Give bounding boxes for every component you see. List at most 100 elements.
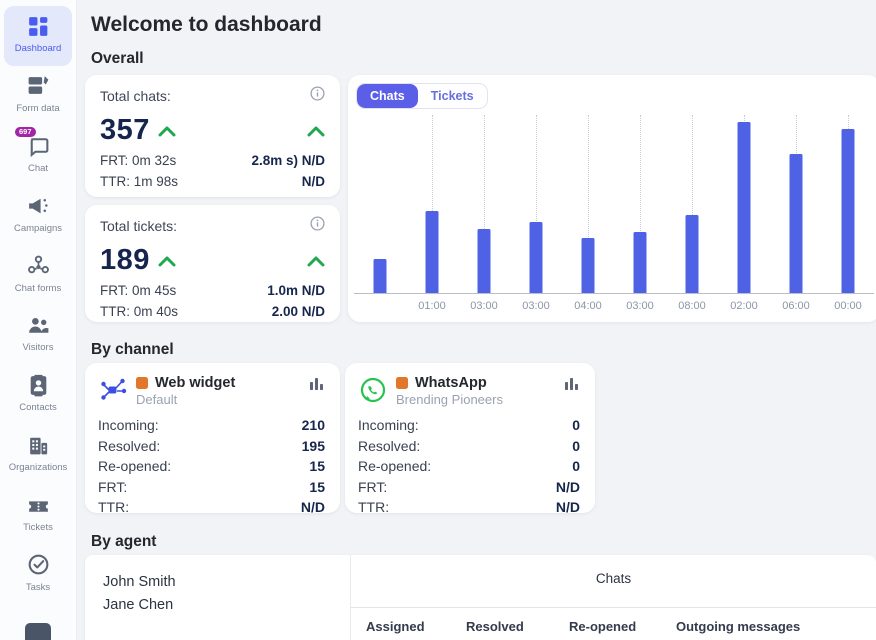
- column-header-outgoing-messages: Outgoing messages: [676, 619, 801, 634]
- stat-value: 195: [301, 437, 325, 454]
- sidebar-item-label: Tickets: [23, 522, 53, 533]
- bar-column: [614, 115, 666, 293]
- sidebar-item-chat-forms[interactable]: Chat forms: [4, 246, 72, 306]
- chart-bar: [425, 211, 439, 293]
- channel-name: Web widget: [155, 375, 236, 391]
- bar-column: [562, 115, 614, 293]
- stat-label: TTR:: [358, 499, 390, 515]
- stat-value: 0: [572, 458, 580, 474]
- stat-value: 0: [572, 437, 580, 454]
- stat-value: 15: [309, 458, 325, 474]
- channel-stat-row: FRT: N/D: [358, 477, 580, 498]
- stat-label: Re-opened:: [358, 458, 432, 474]
- x-tick-label: 00:00: [834, 300, 862, 312]
- stat-label: Resolved:: [98, 437, 161, 454]
- stat-value: 15: [309, 478, 325, 495]
- chart-bar: [581, 237, 595, 293]
- gridline: [484, 115, 485, 293]
- agent-column-headers: Assigned Resolved Re-opened Outgoing messag…: [351, 607, 876, 634]
- column-header-resolved: Resolved: [466, 619, 524, 634]
- frt-value: 1.0m N/D: [267, 283, 325, 298]
- bar-column: [406, 115, 458, 293]
- overall-heading: Overall: [91, 50, 144, 67]
- frt-value: 2.8m s) N/D: [251, 153, 325, 168]
- sidebar-item-label: Dashboard: [14, 43, 62, 54]
- stat-label: Incoming:: [358, 417, 419, 433]
- bar-chart-icon[interactable]: [563, 375, 580, 397]
- sidebar-item-tasks[interactable]: Tasks: [4, 545, 72, 605]
- trend-up-icon: [307, 255, 325, 267]
- by-agent-heading: By agent: [91, 533, 157, 550]
- tab-tickets[interactable]: Tickets: [418, 84, 487, 108]
- chat-badge: 697: [15, 126, 36, 138]
- sidebar-item-form-data[interactable]: Form data: [4, 66, 72, 126]
- frt-label: FRT: 0m 45s: [100, 283, 177, 298]
- total-chats-value: 357: [100, 114, 150, 146]
- bar-column: [666, 115, 718, 293]
- sidebar-item-chat[interactable]: 697 Chat: [4, 126, 72, 186]
- ttr-value: N/D: [301, 174, 325, 189]
- sidebar-item-label: Contacts: [19, 402, 57, 414]
- sidebar-item-partial-icon[interactable]: [25, 622, 51, 640]
- channel-card-whatsapp: WhatsApp Brending Pioneers Incoming: 0 Re…: [345, 363, 595, 515]
- x-tick-label: 03:00: [522, 300, 550, 312]
- stat-label: FRT:: [98, 478, 128, 495]
- chart-toggle-group: Chats Tickets: [356, 83, 488, 109]
- sidebar-item-contacts[interactable]: Contacts: [4, 365, 72, 425]
- sidebar-item-dashboard[interactable]: Dashboard: [4, 6, 72, 66]
- tickets-icon: [25, 492, 51, 518]
- stat-value: 210: [301, 417, 325, 433]
- sidebar-item-tickets[interactable]: Tickets: [4, 485, 72, 545]
- channel-card-web-widget: Web widget Default Incoming: 210 Resolved…: [85, 363, 340, 515]
- column-header-assigned: Assigned: [366, 619, 425, 634]
- sidebar-item-visitors[interactable]: Visitors: [4, 305, 72, 365]
- channel-subtitle: Brending Pioneers: [396, 392, 503, 407]
- stat-value: N/D: [555, 499, 580, 515]
- bar-chart-icon[interactable]: [308, 375, 325, 397]
- bar-column: [458, 115, 510, 293]
- ttr-label: TTR: 0m 40s: [100, 304, 179, 319]
- channel-stat-row: Re-opened: 0: [358, 456, 580, 477]
- x-tick-label: 01:00: [418, 300, 446, 312]
- channel-stat-row: Resolved: 0: [358, 436, 580, 457]
- stat-label: Incoming:: [98, 417, 159, 433]
- total-tickets-card: Total tickets: 189 FRT: 0m 45s 1.0m N/D T…: [85, 205, 340, 322]
- chart-bar: [633, 232, 647, 293]
- activity-chart-card: Chats Tickets 01:00 03:00 03:00 04:00 03:00 0…: [348, 75, 876, 322]
- info-icon[interactable]: [310, 216, 325, 236]
- web-widget-icon: [98, 375, 128, 405]
- tab-chats[interactable]: Chats: [357, 84, 418, 108]
- channel-status-square: [136, 377, 148, 389]
- x-tick-label: 06:00: [782, 300, 810, 312]
- stat-label: FRT:: [358, 478, 388, 495]
- bar-column: [770, 115, 822, 293]
- info-icon[interactable]: [310, 86, 325, 106]
- sidebar-item-organizations[interactable]: Organizations: [4, 425, 72, 485]
- channel-stat-row: TTR: N/D: [98, 497, 325, 518]
- channel-stat-row: Incoming: 210: [98, 415, 325, 436]
- dashboard-icon: [25, 13, 51, 39]
- form-data-icon: [25, 73, 51, 99]
- sidebar-item-campaigns[interactable]: Campaigns: [4, 186, 72, 246]
- x-tick-label: 03:00: [470, 300, 498, 312]
- bar-column: [822, 115, 874, 293]
- sidebar-item-label: Chat: [27, 162, 49, 174]
- chat-forms-icon: [25, 253, 51, 279]
- x-tick-label: 03:00: [626, 300, 654, 312]
- agent-name: Jane Chen: [103, 597, 174, 613]
- sidebar-item-label: Organizations: [8, 462, 68, 474]
- gridline: [588, 115, 589, 293]
- gridline: [536, 115, 537, 293]
- bar-chart: [354, 115, 874, 294]
- total-tickets-value: 189: [100, 244, 150, 276]
- organizations-icon: [25, 432, 51, 458]
- campaigns-icon: [25, 193, 51, 219]
- whatsapp-icon: [358, 375, 388, 405]
- channel-stat-row: Resolved: 195: [98, 436, 325, 457]
- channel-stat-row: FRT: 15: [98, 477, 325, 498]
- bar-column: [354, 115, 406, 293]
- channel-name: WhatsApp: [415, 375, 487, 391]
- sidebar: Dashboard Form data 697 Chat Campaigns Ch…: [0, 0, 77, 640]
- channel-stat-row: Re-opened: 15: [98, 456, 325, 477]
- sidebar-item-label: Campaigns: [13, 222, 63, 234]
